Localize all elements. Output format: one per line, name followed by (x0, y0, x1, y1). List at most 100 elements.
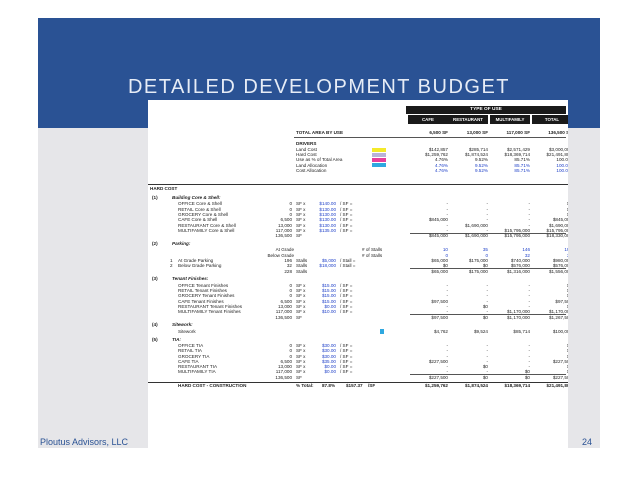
value-cell: $740,000 (510, 257, 530, 263)
total-label: HARD COST - CONSTRUCTION (178, 382, 247, 388)
rate-unit: / Stall = (340, 257, 356, 263)
value-cell: $227,500 (428, 358, 448, 364)
unit: Stalls (296, 263, 308, 269)
value-cell: 4.76% (434, 157, 448, 163)
rate-unit: / SF = (340, 348, 353, 354)
value-cell: $18,330,000 (546, 233, 568, 239)
value-cell: $0 (534, 343, 568, 348)
line-item-label: RESTAURANT TIA (178, 364, 218, 370)
legend-swatch (372, 152, 386, 157)
value-cell: $1,690,000 (465, 233, 488, 239)
rate: $130.00 (319, 211, 336, 217)
value-cell: 100.0% (556, 162, 568, 168)
rate-unit: / SF = (340, 217, 353, 223)
hard-cost-label: HARD COST (150, 186, 178, 191)
stall-unit: # of Stalls (362, 247, 383, 253)
line-item-label: RETAIL Core & Shell (178, 206, 221, 212)
quantity: 0 (289, 353, 292, 359)
value-cell: $576,000 (552, 263, 568, 269)
line-item-label: CAFE Tenant Finishes (178, 298, 224, 304)
value-cell: - (528, 358, 530, 364)
unit: SF x (296, 206, 306, 212)
value-cell: 32 (524, 252, 530, 258)
rate-unit: / SF = (340, 364, 353, 370)
driver-label: Use as % of Total Area (296, 157, 343, 163)
value-cell: - (446, 348, 448, 354)
value-cell: $15,795,000 (546, 227, 568, 233)
rate: $0.00 (324, 364, 337, 370)
value-cell: $21,491,800 (546, 152, 568, 158)
column-header: CAFE (408, 115, 448, 124)
section-title: TIA: (172, 336, 181, 342)
unit: SF x (296, 211, 306, 217)
value-cell: $1,170,000 (507, 309, 530, 315)
quantity: 13,000 (277, 303, 292, 309)
rate: $30.00 (321, 342, 336, 348)
drivers-title: DRIVERS (296, 141, 317, 146)
unit: SF x (296, 342, 306, 348)
type-of-use-header: TYPE OF USE (406, 106, 566, 114)
rate: $30.00 (321, 348, 336, 354)
column-header: MULTIFAMILY (490, 115, 530, 124)
value-cell: $845,000 (428, 233, 448, 239)
line-item-label: RETAIL TIA (178, 348, 202, 354)
value-cell: $285,714 (468, 147, 488, 152)
subtotal-unit: Stalls (296, 268, 308, 274)
rate-unit: / SF = (340, 293, 353, 299)
line-item-label: OFFICE Tenant Finishes (178, 282, 229, 288)
value-cell: $1,316,000 (507, 268, 530, 274)
value-cell: - (486, 342, 488, 348)
value-cell: 13,000 SF (466, 130, 488, 135)
value-cell: - (486, 206, 488, 212)
value-cell: $0 (534, 354, 568, 359)
rate-unit: / SF = (340, 309, 353, 315)
quantity: 0 (289, 342, 292, 348)
section-number: (5) (152, 336, 158, 342)
value-cell: 136,500 SF (548, 130, 568, 135)
rate-unit: / SF = (340, 298, 353, 304)
unit: SF x (296, 293, 306, 299)
value-cell: - (528, 206, 530, 212)
value-cell: 85.71% (514, 157, 530, 163)
allocation-marker (380, 328, 384, 334)
value-cell: - (446, 288, 448, 293)
rate-unit: / SF = (340, 288, 353, 293)
value-cell: $142,857 (428, 147, 448, 152)
value-cell: $0 (534, 293, 568, 298)
rate: $15.00 (321, 288, 336, 293)
value-cell: $1,170,000 (549, 309, 568, 315)
value-cell: $97,500 (431, 298, 448, 304)
value-cell: 9.52% (474, 162, 488, 168)
divider (294, 137, 566, 138)
driver-label: Hard Cost (296, 152, 317, 158)
value-cell: - (528, 293, 530, 299)
subtotal-unit: SF (296, 233, 302, 239)
value-cell: $0 (524, 374, 530, 380)
value-cell: 9.52% (474, 157, 488, 163)
unit: SF x (296, 227, 306, 233)
value-cell: - (528, 217, 530, 223)
value-cell: - (528, 201, 530, 207)
value-cell: $0 (482, 303, 488, 309)
value-cell: - (486, 348, 488, 354)
rate-unit: / SF = (340, 342, 353, 348)
value-cell: $0 (534, 304, 568, 309)
rate-unit: / SF = (340, 201, 353, 207)
line-item-label: At Grade Parking (178, 257, 214, 263)
rate: $35.00 (321, 358, 336, 364)
value-cell: 196 (564, 247, 568, 253)
value-cell: - (446, 353, 448, 359)
section-title: Parking: (172, 241, 191, 246)
rate: $0.00 (324, 303, 337, 309)
column-header: RESTAURANT (448, 115, 488, 124)
rate: $130.00 (319, 217, 336, 223)
value-cell: 32 (534, 253, 568, 258)
value-cell: $1,170,000 (507, 314, 530, 320)
total-pct: 87.8% (322, 382, 336, 388)
rate: $130.00 (319, 222, 336, 228)
driver-label: Land Allocation (296, 162, 328, 168)
value-cell: $3,000,000 (549, 147, 568, 152)
line-item-label: MULTIFAMILY Tenant Finishes (178, 309, 241, 315)
value-cell: $845,000 (428, 217, 448, 223)
value-cell: - (446, 211, 448, 217)
